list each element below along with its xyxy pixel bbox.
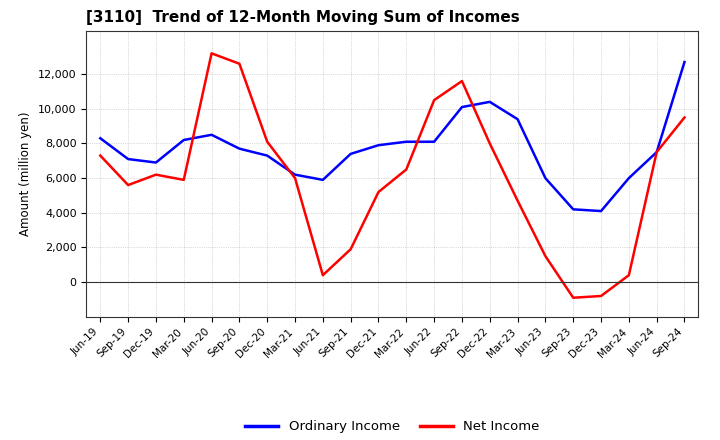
Net Income [124,183,132,188]
Net Income [624,272,633,278]
Net Income [680,115,689,120]
Ordinary Income [346,151,355,157]
Net Income [652,150,661,155]
Ordinary Income [597,209,606,214]
Ordinary Income [569,207,577,212]
Net Income [318,272,327,278]
Ordinary Income [291,172,300,177]
Net Income [569,295,577,301]
Ordinary Income [152,160,161,165]
Net Income [541,253,550,259]
Net Income [458,78,467,84]
Ordinary Income [96,136,104,141]
Ordinary Income [458,104,467,110]
Legend: Ordinary Income, Net Income: Ordinary Income, Net Income [240,415,545,439]
Ordinary Income [680,59,689,65]
Ordinary Income [430,139,438,144]
Line: Ordinary Income: Ordinary Income [100,62,685,211]
Net Income [597,293,606,299]
Net Income [291,176,300,181]
Ordinary Income [513,117,522,122]
Net Income [402,167,410,172]
Line: Net Income: Net Income [100,53,685,298]
Net Income [96,153,104,158]
Net Income [346,246,355,252]
Ordinary Income [207,132,216,137]
Net Income [263,139,271,144]
Y-axis label: Amount (million yen): Amount (million yen) [19,112,32,236]
Text: [3110]  Trend of 12-Month Moving Sum of Incomes: [3110] Trend of 12-Month Moving Sum of I… [86,11,520,26]
Ordinary Income [624,176,633,181]
Net Income [152,172,161,177]
Net Income [374,189,383,194]
Net Income [235,61,243,66]
Net Income [513,198,522,203]
Ordinary Income [485,99,494,105]
Ordinary Income [652,150,661,155]
Ordinary Income [318,177,327,183]
Net Income [207,51,216,56]
Net Income [430,98,438,103]
Ordinary Income [235,146,243,151]
Ordinary Income [263,153,271,158]
Net Income [179,177,188,183]
Ordinary Income [124,157,132,162]
Ordinary Income [374,143,383,148]
Ordinary Income [402,139,410,144]
Ordinary Income [541,176,550,181]
Ordinary Income [179,137,188,143]
Net Income [485,141,494,146]
